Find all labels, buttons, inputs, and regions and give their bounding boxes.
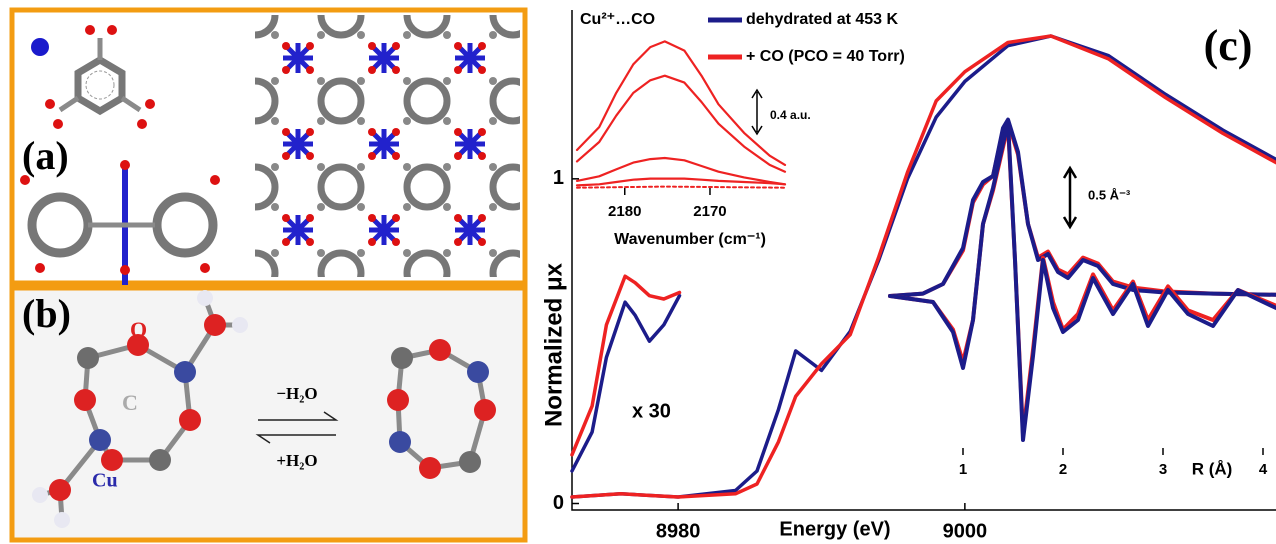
x-tick-label: 2180 bbox=[608, 203, 641, 220]
data-line bbox=[570, 293, 682, 473]
hydrated-dimer bbox=[32, 290, 248, 528]
scale-arrow bbox=[751, 88, 763, 136]
reaction-label: −H₂O bbox=[276, 384, 317, 403]
legend-label: dehydrated at 453 K bbox=[746, 11, 899, 28]
scale-arrow bbox=[1062, 165, 1078, 230]
paddle-wheel bbox=[20, 160, 220, 285]
data-line bbox=[575, 177, 787, 187]
y-axis-title: Normalized μx bbox=[540, 262, 567, 427]
x-axis-title: Wavenumber (cm⁻¹) bbox=[614, 231, 766, 248]
atom-label: O bbox=[130, 317, 147, 342]
dehydrated-dimer bbox=[387, 339, 496, 479]
framework bbox=[255, 15, 520, 277]
x-axis-title: Energy (eV) bbox=[779, 518, 890, 540]
data-line bbox=[570, 274, 682, 457]
legend-title: Cu²⁺…CO bbox=[580, 11, 655, 28]
y-tick-label: 1 bbox=[553, 167, 564, 189]
x-axis-title: R (Å) bbox=[1192, 459, 1233, 478]
panel-label: (b) bbox=[22, 291, 71, 336]
data-line bbox=[570, 34, 1276, 499]
data-line bbox=[570, 34, 1276, 499]
x-tick-label: 4 bbox=[1259, 461, 1268, 478]
atom-label: Cu bbox=[92, 470, 118, 492]
axis bbox=[571, 10, 1276, 511]
atom-label: C bbox=[122, 390, 138, 415]
x-tick-label: 3 bbox=[1159, 461, 1167, 478]
reaction-label: +H₂O bbox=[276, 451, 317, 470]
x-tick-label: 2170 bbox=[693, 203, 726, 220]
scale-annotation: 0.4 a.u. bbox=[770, 108, 811, 122]
data-line bbox=[575, 74, 787, 173]
data-line bbox=[888, 117, 1276, 298]
equilibrium-arrow bbox=[255, 411, 339, 444]
x-tick-label: 8980 bbox=[656, 520, 701, 542]
data-line bbox=[575, 156, 787, 186]
data-line bbox=[576, 185, 786, 189]
data-line bbox=[888, 120, 1276, 298]
scale-annotation: 0.5 Å⁻³ bbox=[1088, 187, 1131, 202]
panel-label: (a) bbox=[22, 133, 69, 178]
x-tick-label: 1 bbox=[959, 461, 967, 478]
btc-linker bbox=[45, 25, 155, 129]
cu-atom bbox=[31, 38, 49, 56]
x-tick-label: 9000 bbox=[943, 520, 988, 542]
data-line bbox=[575, 40, 787, 166]
data-line bbox=[888, 123, 1276, 436]
annotation: x 30 bbox=[632, 400, 671, 422]
panel-b-frame bbox=[9, 285, 528, 543]
x-tick-label: 2 bbox=[1059, 461, 1067, 478]
y-tick-label: 0 bbox=[553, 492, 564, 514]
data-line bbox=[888, 120, 1276, 442]
panel-label: (c) bbox=[1204, 21, 1253, 70]
legend-label: + CO (PCO = 40 Torr) bbox=[746, 48, 905, 65]
